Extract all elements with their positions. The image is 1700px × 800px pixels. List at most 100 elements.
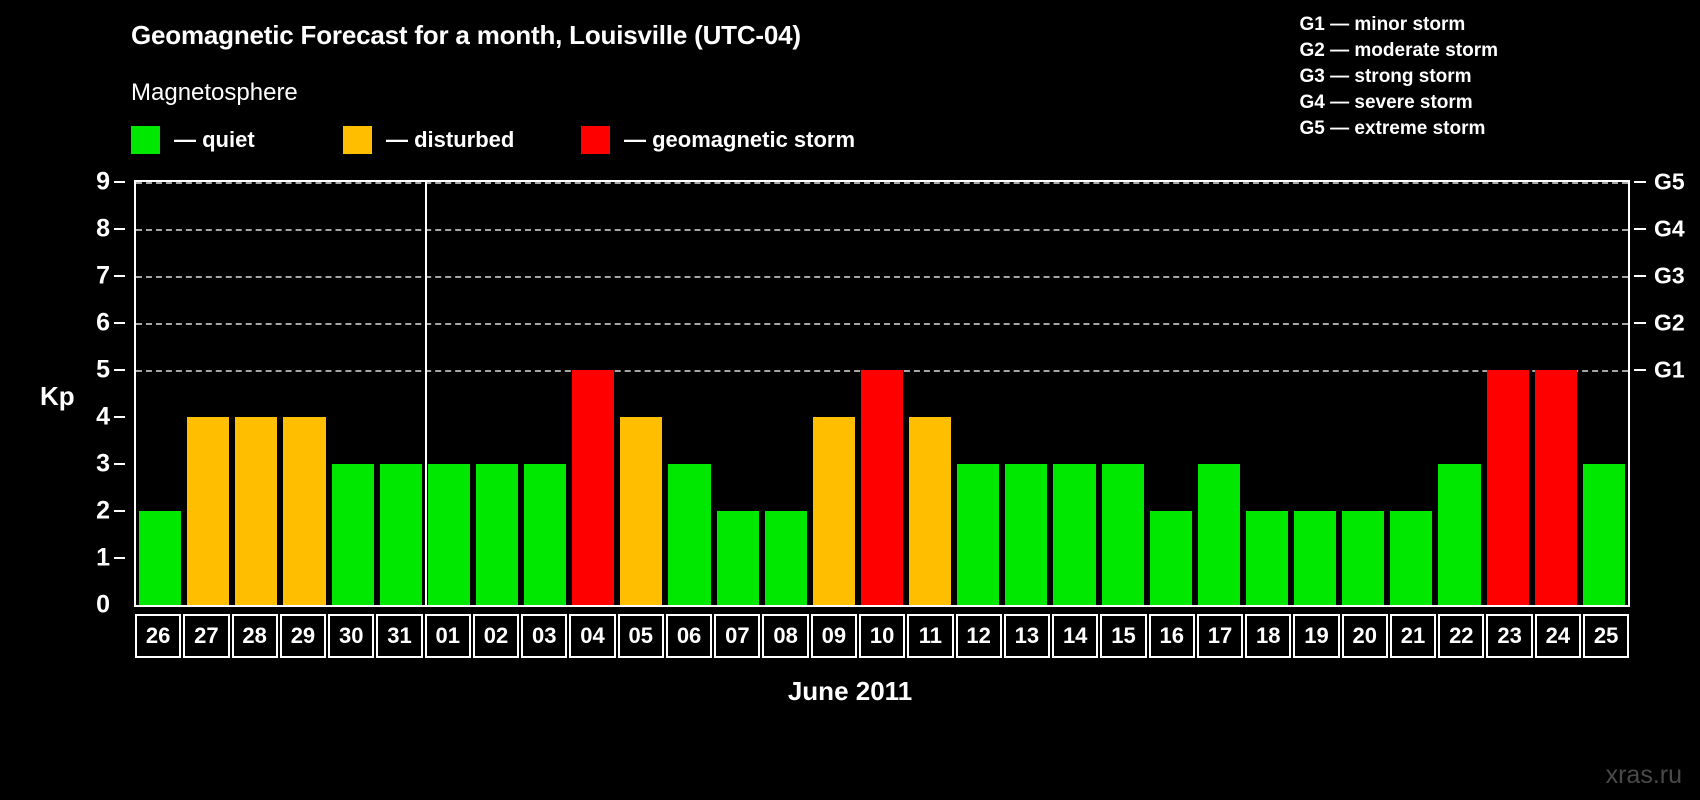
date-label-29[interactable]: 29 [279, 614, 327, 658]
bar-slot-29[interactable] [280, 182, 328, 605]
bar-20[interactable] [1342, 511, 1385, 605]
bar-30[interactable] [331, 464, 374, 605]
date-label-17[interactable]: 17 [1196, 614, 1244, 658]
g-axis-label-G4: G4 [1654, 215, 1685, 242]
bar-14[interactable] [1053, 464, 1096, 605]
bar-26[interactable] [139, 511, 182, 605]
bar-slot-16[interactable] [1147, 182, 1195, 605]
bar-slot-31[interactable] [377, 182, 425, 605]
bar-slot-10[interactable] [858, 182, 906, 605]
bar-15[interactable] [1101, 464, 1144, 605]
bar-23[interactable] [1486, 370, 1529, 605]
bar-slot-12[interactable] [954, 182, 1002, 605]
g-axis-label-G2: G2 [1654, 309, 1685, 336]
date-label-07[interactable]: 07 [714, 614, 761, 658]
bar-slot-27[interactable] [184, 182, 232, 605]
date-label-06[interactable]: 06 [665, 614, 713, 658]
bar-slot-26[interactable] [136, 182, 184, 605]
y-tick-label-2: 2 [96, 496, 110, 525]
date-label-05[interactable]: 05 [617, 614, 664, 658]
bar-slot-14[interactable] [1050, 182, 1098, 605]
bar-22[interactable] [1438, 464, 1481, 605]
bar-slot-18[interactable] [1243, 182, 1291, 605]
y-tick-mark-5 [114, 369, 125, 371]
bar-slot-09[interactable] [810, 182, 858, 605]
date-label-14[interactable]: 14 [1052, 614, 1099, 658]
date-label-15[interactable]: 15 [1100, 614, 1147, 658]
date-label-01[interactable]: 01 [424, 614, 471, 658]
date-label-30[interactable]: 30 [328, 614, 375, 658]
date-label-13[interactable]: 13 [1003, 614, 1051, 658]
bar-slot-01[interactable] [425, 182, 473, 605]
bar-13[interactable] [1005, 464, 1048, 605]
bar-slot-08[interactable] [762, 182, 810, 605]
date-label-03[interactable]: 03 [521, 614, 568, 658]
date-label-10[interactable]: 10 [858, 614, 906, 658]
bar-11[interactable] [909, 417, 952, 605]
date-label-20[interactable]: 20 [1341, 614, 1388, 658]
bar-slot-13[interactable] [1002, 182, 1050, 605]
bar-slot-19[interactable] [1291, 182, 1339, 605]
bar-slot-04[interactable] [569, 182, 617, 605]
bar-25[interactable] [1582, 464, 1625, 605]
date-label-08[interactable]: 08 [762, 614, 809, 658]
bar-slot-22[interactable] [1435, 182, 1483, 605]
date-label-11[interactable]: 11 [907, 614, 954, 658]
date-label-26[interactable]: 26 [135, 614, 182, 658]
bar-07[interactable] [716, 511, 759, 605]
bar-05[interactable] [620, 417, 663, 605]
date-label-24[interactable]: 24 [1534, 614, 1581, 658]
bar-03[interactable] [524, 464, 567, 605]
bar-slot-07[interactable] [714, 182, 762, 605]
date-label-31[interactable]: 31 [376, 614, 423, 658]
date-label-12[interactable]: 12 [955, 614, 1002, 658]
bar-21[interactable] [1390, 511, 1433, 605]
bar-24[interactable] [1534, 370, 1577, 605]
bar-10[interactable] [860, 370, 903, 605]
date-label-09[interactable]: 09 [810, 614, 857, 658]
bar-19[interactable] [1294, 511, 1337, 605]
date-label-23[interactable]: 23 [1486, 614, 1533, 658]
bar-slot-11[interactable] [906, 182, 954, 605]
g-axis-tick-G4 [1634, 228, 1646, 230]
date-label-25[interactable]: 25 [1582, 614, 1630, 658]
bar-slot-20[interactable] [1339, 182, 1387, 605]
bar-slot-03[interactable] [521, 182, 569, 605]
bar-09[interactable] [812, 417, 855, 605]
bar-29[interactable] [283, 417, 326, 605]
date-label-22[interactable]: 22 [1438, 614, 1485, 658]
bar-slot-02[interactable] [473, 182, 521, 605]
bar-06[interactable] [668, 464, 711, 605]
y-tick-label-3: 3 [96, 449, 110, 478]
date-label-19[interactable]: 19 [1293, 614, 1340, 658]
bar-slot-21[interactable] [1387, 182, 1435, 605]
bar-18[interactable] [1245, 511, 1288, 605]
bar-17[interactable] [1197, 464, 1240, 605]
bar-12[interactable] [957, 464, 1000, 605]
bar-28[interactable] [235, 417, 278, 605]
bar-31[interactable] [379, 464, 422, 605]
bar-slot-17[interactable] [1195, 182, 1243, 605]
date-label-02[interactable]: 02 [472, 614, 520, 658]
bar-02[interactable] [475, 464, 518, 605]
bar-04[interactable] [572, 370, 615, 605]
bar-slot-24[interactable] [1532, 182, 1580, 605]
date-label-04[interactable]: 04 [569, 614, 616, 658]
bar-01[interactable] [427, 464, 470, 605]
date-label-16[interactable]: 16 [1148, 614, 1195, 658]
date-label-18[interactable]: 18 [1245, 614, 1292, 658]
bar-27[interactable] [187, 417, 230, 605]
date-label-27[interactable]: 27 [183, 614, 230, 658]
date-label-28[interactable]: 28 [231, 614, 278, 658]
bar-16[interactable] [1149, 511, 1192, 605]
bar-slot-23[interactable] [1484, 182, 1532, 605]
bar-slot-06[interactable] [665, 182, 713, 605]
bar-slot-30[interactable] [329, 182, 377, 605]
bar-slot-05[interactable] [617, 182, 665, 605]
bar-08[interactable] [764, 511, 807, 605]
date-label-21[interactable]: 21 [1389, 614, 1437, 658]
bar-slot-28[interactable] [232, 182, 280, 605]
bar-slot-15[interactable] [1099, 182, 1147, 605]
gridline-kp-6 [136, 323, 1628, 325]
bar-slot-25[interactable] [1580, 182, 1628, 605]
